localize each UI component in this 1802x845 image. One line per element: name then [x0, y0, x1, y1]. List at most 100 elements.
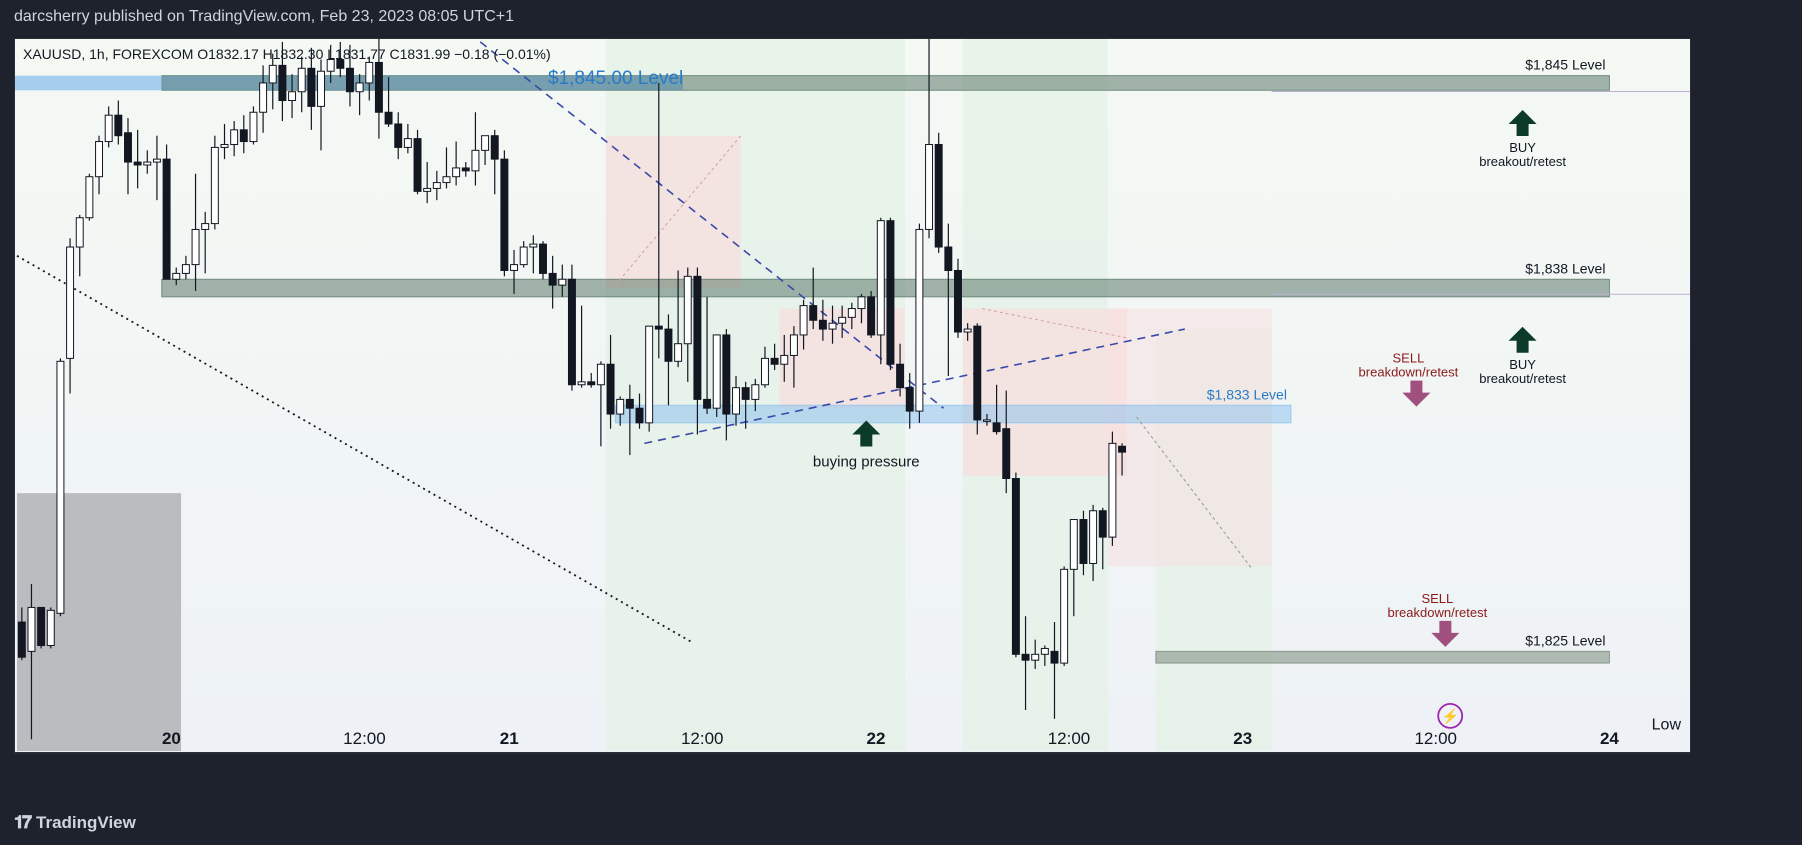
candle-body	[732, 387, 740, 415]
candle-41	[413, 129, 422, 195]
candle-body	[1118, 445, 1127, 453]
candle-body	[500, 158, 509, 271]
candle-79	[780, 334, 789, 382]
level-label-1: $1,838 Level	[1525, 260, 1605, 276]
candle-44	[442, 147, 451, 189]
up-arrow-icon	[852, 420, 881, 447]
candle-body	[1021, 653, 1030, 661]
candle-14	[152, 135, 161, 201]
candle-body	[664, 328, 673, 362]
candle-body	[384, 111, 393, 125]
candle-body	[828, 322, 837, 330]
candle-113	[1108, 431, 1117, 546]
tradingview-brand[interactable]: 𝟏𝟕 TradingView	[14, 812, 136, 833]
candle-body	[403, 138, 412, 148]
candle-body	[529, 243, 538, 248]
candle-body	[452, 167, 461, 178]
candle-0	[17, 607, 26, 661]
candle-body	[394, 123, 403, 148]
price-axis[interactable]: USDUSD1844.001842.001838.001836.001832.0…	[1652, 39, 1690, 753]
candle-97	[954, 258, 962, 338]
candle-body	[423, 187, 432, 192]
level-band-1	[161, 278, 1610, 298]
annotation-title: BUY	[1509, 357, 1536, 372]
candle-body	[201, 223, 210, 230]
time-tick-5: 12:00	[1048, 729, 1091, 748]
candle-body	[770, 357, 779, 365]
candle-93	[915, 223, 924, 423]
trade-zone-6	[962, 308, 1127, 476]
annotation-text: breakout/retest	[1479, 371, 1566, 386]
candle-body	[886, 220, 895, 365]
candle-65	[645, 325, 654, 432]
candle-10	[114, 100, 123, 145]
candle-body	[867, 296, 876, 336]
candle-105	[1031, 639, 1040, 669]
candle-90	[886, 217, 895, 371]
candle-body	[577, 381, 586, 386]
up-arrow-icon	[1508, 326, 1537, 353]
candle-body	[818, 319, 827, 330]
candle-13	[143, 150, 152, 174]
candle-body	[374, 61, 383, 113]
candle-15	[162, 144, 171, 280]
trendline-layer	[16, 41, 1253, 644]
candle-body	[413, 138, 422, 192]
candle-72	[712, 334, 721, 417]
candle-body	[239, 129, 248, 143]
candle-body	[510, 264, 519, 271]
candle-body	[297, 67, 306, 93]
candle-body	[17, 621, 26, 658]
trendline-3	[614, 135, 742, 286]
candle-87	[857, 293, 866, 324]
annotation-title: SELL	[1393, 351, 1425, 366]
candle-6	[75, 214, 84, 277]
candle-56	[558, 264, 567, 297]
time-axis[interactable]: 20 12:00 21 12:00 22 12:00 23 12:00 24	[15, 729, 1690, 753]
candle-body	[567, 278, 576, 386]
candle-22	[230, 121, 239, 157]
brand-name: TradingView	[36, 812, 136, 832]
candle-40	[403, 123, 412, 154]
candle-102	[1002, 390, 1011, 494]
candle-82	[809, 267, 818, 330]
candle-75	[741, 381, 750, 429]
candle-52	[519, 241, 528, 268]
candle-body	[490, 135, 499, 160]
trendline-5	[1136, 416, 1253, 570]
candle-body	[1079, 519, 1088, 564]
candle-86	[847, 302, 856, 330]
candle-body	[288, 91, 297, 102]
candle-12	[133, 129, 142, 189]
trendline-0	[16, 255, 694, 644]
candle-body	[355, 82, 364, 93]
candle-body	[442, 176, 451, 184]
candle-83	[818, 299, 827, 341]
candle-body	[27, 606, 36, 652]
candle-35	[355, 74, 364, 116]
chart-pane[interactable]: $1,845 Level $1,838 Level $1,833 Level $1,8…	[14, 38, 1691, 754]
candle-74	[732, 375, 740, 426]
candle-36	[365, 56, 374, 101]
candle-body	[944, 246, 953, 271]
candle-body	[992, 422, 1001, 433]
candle-body	[741, 387, 750, 400]
candle-body	[249, 111, 258, 143]
time-tick-1: 12:00	[343, 729, 386, 748]
candle-89	[876, 217, 885, 365]
annotation-text: breakdown/retest	[1359, 365, 1459, 380]
candle-30	[307, 47, 316, 130]
candle-8	[95, 135, 104, 195]
candle-18	[191, 173, 200, 291]
trade-zone-7	[1107, 308, 1272, 567]
candle-body	[751, 384, 760, 400]
candle-95	[934, 132, 943, 253]
candle-99	[973, 323, 982, 435]
candle-85	[838, 305, 847, 338]
price-chart[interactable]: $1,845 Level $1,838 Level $1,833 Level $1,8…	[15, 39, 1690, 753]
candle-3	[46, 607, 55, 649]
candle-body	[722, 334, 731, 415]
candle-body	[635, 407, 644, 424]
